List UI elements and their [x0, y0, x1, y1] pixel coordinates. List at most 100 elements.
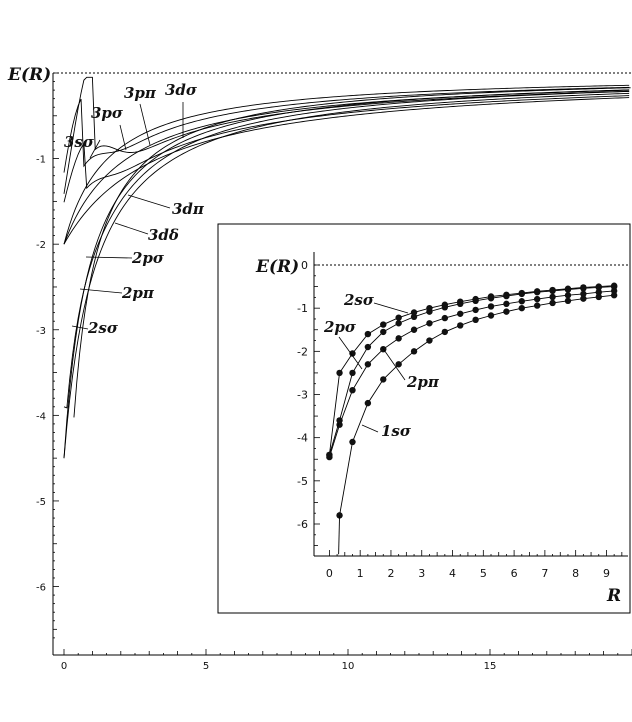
- inset-x-tick-label: 8: [572, 567, 579, 580]
- inset-data-point: [503, 291, 510, 298]
- inset-data-point: [549, 299, 556, 307]
- inset-x-tick-label: 7: [541, 567, 548, 580]
- inset-data-point: [580, 295, 587, 302]
- inset-curve-label: 2pπ: [406, 373, 440, 391]
- inset-x-tick-label: 6: [511, 567, 518, 580]
- inset-data-point: [364, 399, 372, 407]
- inset-data-point: [564, 292, 572, 299]
- inset-data-point: [595, 288, 602, 296]
- y-tick-label: -1: [36, 155, 46, 166]
- y-axis-title: E(R): [7, 65, 51, 85]
- inset-data-point: [426, 337, 433, 344]
- inset-data-point: [487, 312, 495, 319]
- label-pointer-line: [139, 103, 151, 146]
- inset-data-point: [410, 326, 418, 333]
- inset-data-point: [349, 438, 356, 446]
- inset-y-tick-label: 0: [301, 259, 308, 272]
- inset-label-pointer-line: [361, 424, 379, 433]
- y-tick-label: -6: [36, 583, 46, 594]
- inset-data-point: [503, 300, 510, 308]
- label-pointer-line: [127, 194, 171, 209]
- inset-y-tick-label: -5: [297, 475, 308, 488]
- inset-data-point: [380, 321, 387, 328]
- inset-data-point: [549, 286, 556, 294]
- inset-x-tick-label: 1: [357, 567, 364, 580]
- y-tick-label: -5: [36, 497, 46, 508]
- inset-data-point: [380, 328, 387, 336]
- curve-label: 3pπ: [124, 84, 157, 102]
- inset-x-tick-label: 4: [449, 567, 456, 580]
- inset-data-point: [549, 293, 556, 301]
- inset-y-tick-label: -6: [297, 518, 308, 531]
- inset-data-point: [364, 330, 372, 338]
- curve-8: [63, 95, 630, 203]
- inset-data-point: [426, 320, 433, 327]
- inset-label-pointer-line: [381, 346, 406, 381]
- inset-y-tick-label: -3: [297, 389, 308, 402]
- inset-data-point: [441, 301, 449, 308]
- curve-0: [73, 87, 631, 418]
- inset-data-point: [410, 309, 418, 316]
- curve-6: [63, 89, 630, 245]
- y-tick-label: -2: [36, 240, 46, 251]
- inset-data-point: [533, 302, 541, 309]
- inset-y-axis-title: E(R): [255, 257, 299, 277]
- curve-label: 3sσ: [64, 133, 95, 151]
- label-pointer-line: [79, 288, 123, 294]
- inset-data-point: [326, 451, 333, 459]
- inset-data-point: [610, 282, 618, 289]
- label-pointer-line: [85, 256, 133, 259]
- inset-data-point: [580, 284, 587, 291]
- x-tick-label: 10: [342, 661, 355, 672]
- inset-data-point: [426, 304, 433, 312]
- inset-data-point: [395, 314, 402, 321]
- curve-label: 3dσ: [165, 81, 198, 99]
- inset-data-point: [518, 289, 525, 297]
- curve-label: 2pσ: [131, 249, 165, 267]
- curve-label: 3pσ: [91, 104, 124, 122]
- inset-curve-label: 2pσ: [323, 318, 357, 336]
- curve-label: 3dπ: [172, 200, 205, 218]
- inset-x-tick-label: 9: [603, 567, 610, 580]
- inset-data-point: [487, 303, 495, 310]
- inset-data-point: [395, 361, 402, 368]
- inset-frame: [217, 223, 631, 614]
- label-pointer-line: [119, 124, 127, 151]
- curve-label: 2sσ: [87, 319, 119, 337]
- inset-data-point: [595, 283, 602, 290]
- inset-data-point: [564, 285, 572, 292]
- inset-y-tick-label: -1: [297, 302, 308, 315]
- inset-data-point: [364, 343, 372, 351]
- inset-data-point: [595, 293, 602, 301]
- inset-data-point: [503, 308, 510, 315]
- inset-data-point: [518, 298, 525, 305]
- inset-data-point: [472, 295, 479, 303]
- inset-y-tick-label: -2: [297, 345, 308, 358]
- inset-data-point: [441, 314, 449, 322]
- inset-data-point: [349, 350, 356, 357]
- x-tick-label: 5: [203, 661, 209, 672]
- inset-data-point: [336, 369, 343, 377]
- inset-x-tick-label: 0: [326, 567, 333, 580]
- inset-curve-tail: [338, 515, 341, 555]
- inset-data-point: [457, 322, 464, 329]
- inset-data-point: [364, 361, 372, 368]
- curve-5: [63, 86, 630, 173]
- inset-plot: 0 -1 -2 -3 -4 -5 -6 0 1 2 3 4 5 6 7 8 9 E(R) R 1sσ 2sσ 2pσ 2pπ: [217, 223, 631, 614]
- inset-data-point: [457, 298, 464, 305]
- curve-9: [63, 97, 630, 245]
- label-pointer-line: [89, 139, 101, 159]
- curve-7: [63, 76, 630, 194]
- inset-x-tick-label: 5: [480, 567, 487, 580]
- inset-data-point: [472, 316, 479, 324]
- curve-label: 3dδ: [148, 226, 179, 244]
- inset-x-tick-label: 2: [387, 567, 394, 580]
- inset-data-point: [533, 288, 541, 295]
- inset-label-pointer-line: [373, 302, 409, 314]
- inset-data-point: [395, 335, 402, 342]
- inset-data-point: [580, 290, 587, 298]
- curve-4: [63, 84, 630, 245]
- inset-data-point: [349, 386, 356, 394]
- inset-curve-label: 2sσ: [343, 291, 375, 309]
